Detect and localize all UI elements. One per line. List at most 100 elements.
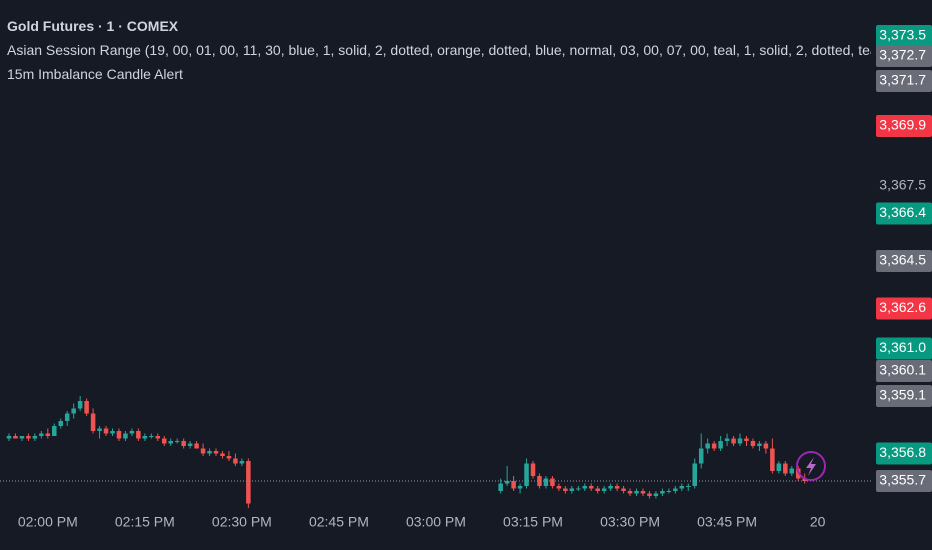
candle-body	[77, 401, 83, 409]
candle-body	[498, 483, 503, 491]
price-label-box	[876, 115, 932, 137]
x-tick-label: 02:00 PM	[18, 514, 78, 530]
price-label: 3,359.1	[879, 387, 926, 403]
candle-body	[194, 443, 199, 449]
price-label: 3,361.0	[879, 339, 926, 355]
candle-body	[576, 488, 581, 490]
candle-body	[588, 486, 594, 489]
candle-body	[39, 433, 44, 436]
candle-body	[757, 443, 762, 446]
candle-body	[556, 486, 562, 489]
price-label: 3,364.5	[879, 252, 926, 268]
price-label: 3,355.7	[879, 472, 926, 488]
candle-body	[32, 436, 38, 439]
candle-body	[220, 453, 225, 456]
candle-body	[45, 433, 51, 436]
candle-body	[123, 433, 128, 439]
candle-body	[660, 491, 665, 494]
candle-body	[537, 476, 542, 486]
candle-body	[711, 443, 717, 449]
symbol-title[interactable]: Gold Futures · 1 · COMEX	[7, 18, 179, 34]
candle-body	[763, 443, 769, 449]
candle-body	[174, 441, 180, 442]
candle-body	[750, 441, 756, 446]
price-label-box	[876, 470, 932, 492]
candle-body	[161, 438, 167, 444]
candle-body	[640, 491, 646, 494]
candle-body	[627, 491, 633, 494]
candle-body	[653, 493, 659, 496]
candle-body	[200, 448, 206, 454]
y-tick-label: 3,367.5	[879, 177, 926, 193]
candle-body	[634, 491, 639, 494]
x-tick-label: 02:30 PM	[212, 514, 272, 530]
candle-body	[26, 436, 31, 439]
price-label: 3,362.6	[879, 299, 926, 315]
indicator-label[interactable]: Asian Session Range (19, 00, 01, 00, 11,…	[7, 42, 871, 58]
x-tick-label: 02:15 PM	[115, 514, 175, 530]
x-tick-label: 03:15 PM	[503, 514, 563, 530]
price-label: 3,372.7	[879, 47, 926, 63]
candle-body	[129, 431, 135, 434]
candle-body	[718, 441, 723, 449]
candle-body	[614, 486, 620, 489]
candle-body	[789, 468, 795, 474]
price-label-box	[876, 297, 932, 320]
candle-body	[601, 488, 607, 491]
candle-body	[213, 451, 219, 454]
price-label: 3,369.9	[879, 117, 926, 133]
plot-area	[0, 396, 872, 508]
candle-body	[511, 481, 516, 489]
price-label-box	[876, 442, 932, 465]
candle-body	[731, 438, 736, 444]
candle-body	[686, 486, 691, 487]
candle-body	[90, 413, 96, 431]
candle-body	[52, 426, 57, 436]
indicator-label[interactable]: 15m Imbalance Candle Alert	[7, 66, 183, 82]
candle-body	[6, 436, 12, 439]
x-tick-label: 03:00 PM	[406, 514, 466, 530]
price-label: 3,356.8	[879, 444, 926, 460]
candle-body	[207, 451, 212, 454]
candle-body	[802, 478, 807, 481]
candle-body	[783, 463, 788, 474]
candle-body	[543, 478, 549, 486]
candle-body	[246, 461, 251, 504]
candle-body	[692, 463, 698, 486]
candle-body	[136, 431, 141, 439]
price-label: 3,360.1	[879, 362, 926, 378]
candle-body	[142, 436, 148, 439]
price-label-box	[876, 202, 932, 225]
candle-body	[776, 463, 782, 471]
price-label-box	[876, 337, 932, 360]
candle-body	[517, 486, 523, 489]
candle-body	[724, 438, 730, 441]
candle-body	[239, 461, 245, 464]
price-label-box	[876, 45, 932, 67]
price-label: 3,366.4	[879, 204, 926, 220]
candle-body	[110, 431, 115, 434]
candle-body	[530, 463, 536, 476]
price-label-box	[876, 70, 932, 92]
axes: 02:00 PM 02:15 PM 02:30 PM 02:45 PM 03:00 PM…	[18, 25, 932, 530]
candle-body	[187, 443, 193, 446]
price-label-box	[876, 385, 932, 407]
candle-body	[608, 486, 613, 489]
candle-body	[116, 431, 122, 439]
candle-body	[673, 488, 678, 491]
candle-body	[149, 436, 154, 437]
alert-icon[interactable]	[796, 451, 826, 481]
candle-body	[155, 436, 161, 439]
candle-body	[71, 408, 76, 414]
candle-body	[84, 401, 89, 414]
candle-body	[58, 421, 64, 426]
price-label: 3,373.5	[879, 27, 926, 43]
candle-body	[226, 456, 232, 459]
price-label-box	[876, 250, 932, 272]
x-tick-label: 03:45 PM	[697, 514, 757, 530]
price-label: 3,371.7	[879, 72, 926, 88]
candle-body	[550, 478, 555, 486]
